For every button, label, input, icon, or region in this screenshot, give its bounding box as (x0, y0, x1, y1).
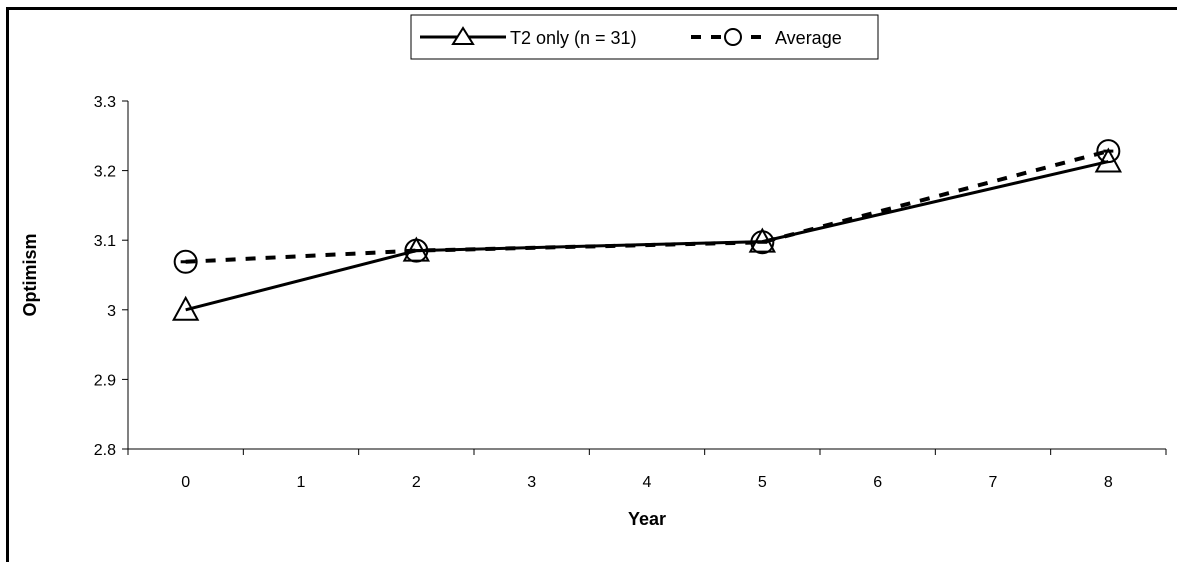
data-point-circle (173, 249, 198, 274)
data-point-triangle (402, 236, 431, 262)
y-axis-ticks: 2.8 2.9 3 3.1 3.2 3.3 (94, 94, 128, 459)
y-tick-label: 2.8 (94, 442, 116, 459)
y-tick-label: 2.9 (94, 372, 116, 389)
y-axis-label: Optimism (20, 233, 40, 316)
x-axis-ticks: 0 1 2 3 4 5 6 7 8 (127, 449, 1167, 491)
legend-label-series-2: Average (775, 28, 842, 48)
x-tick-label: 2 (412, 474, 421, 491)
x-tick-label: 0 (181, 474, 190, 491)
data-point-triangle (171, 295, 200, 321)
x-tick-label: 6 (873, 474, 882, 491)
data-point-circle (1096, 139, 1121, 164)
x-tick-label: 3 (527, 474, 536, 491)
y-tick-label: 3.1 (94, 233, 116, 250)
x-tick-label: 7 (989, 474, 998, 491)
legend-label-series-1: T2 only (n = 31) (510, 28, 637, 48)
legend: T2 only (n = 31) Average (410, 14, 879, 60)
y-tick-label: 3 (107, 303, 116, 320)
series-line-1 (185, 160, 1109, 312)
data-point-triangle (1094, 147, 1123, 173)
data-point-triangle (748, 227, 777, 253)
legend-circle-icon (724, 28, 742, 46)
x-tick-label: 8 (1104, 474, 1113, 491)
y-tick-label: 3.2 (94, 164, 116, 181)
x-tick-label: 5 (758, 474, 767, 491)
y-tick-label: 3.3 (94, 94, 116, 111)
series-layer (171, 139, 1123, 321)
legend-box (410, 14, 879, 60)
x-tick-label: 4 (643, 474, 652, 491)
legend-triangle-icon (451, 26, 475, 45)
x-axis-label: Year (628, 509, 666, 529)
x-tick-label: 1 (297, 474, 306, 491)
